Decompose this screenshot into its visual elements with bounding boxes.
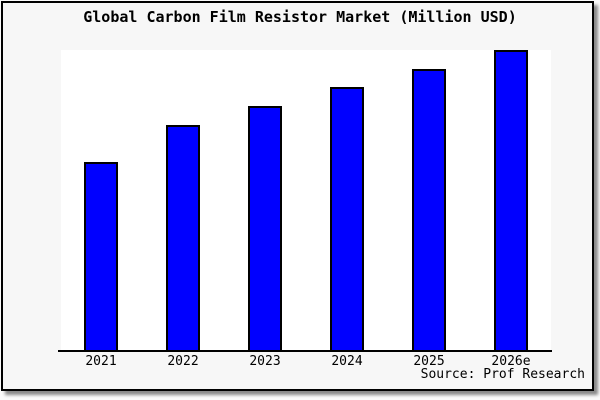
x-tick-label-2025: 2025 bbox=[413, 354, 445, 369]
source-note: Source: Prof Research bbox=[420, 367, 585, 382]
bar-2024 bbox=[330, 87, 364, 350]
bar-2026e bbox=[494, 50, 528, 350]
chart-title: Global Carbon Film Resistor Market (Mill… bbox=[83, 8, 517, 26]
bar-2022 bbox=[166, 125, 200, 350]
bar-2023 bbox=[248, 106, 282, 350]
x-axis-line bbox=[58, 350, 552, 352]
x-tick-label-2021: 2021 bbox=[85, 354, 117, 369]
x-tick-label-2023: 2023 bbox=[249, 354, 281, 369]
x-tick-label-2022: 2022 bbox=[167, 354, 199, 369]
bar-2025 bbox=[412, 69, 446, 350]
x-tick-label-2026e: 2026e bbox=[491, 354, 531, 369]
bar-2021 bbox=[84, 162, 118, 350]
x-tick-label-2024: 2024 bbox=[331, 354, 363, 369]
plot-area bbox=[61, 50, 551, 350]
